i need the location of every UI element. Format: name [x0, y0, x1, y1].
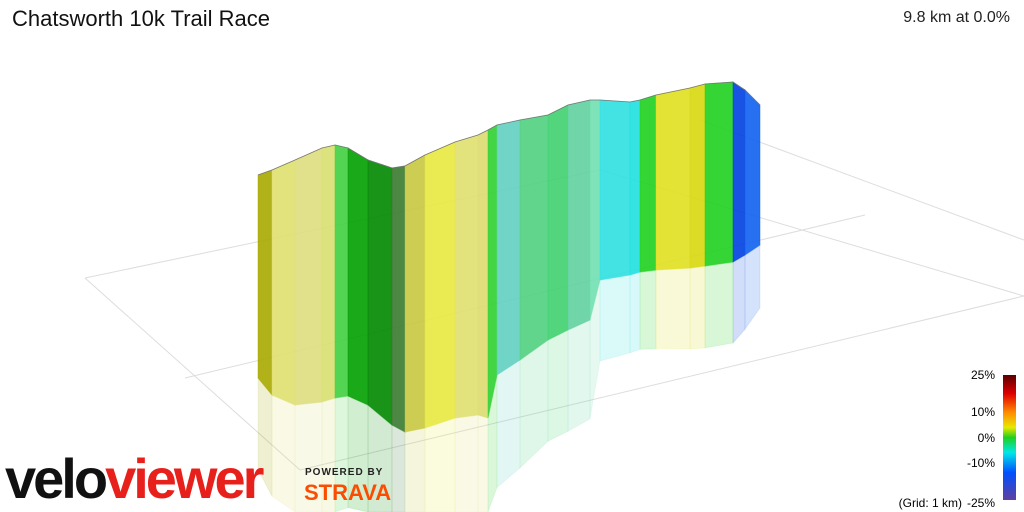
- route-stat: 9.8 km at 0.0%: [903, 9, 1010, 26]
- powered-by: POWERED BY: [305, 467, 384, 478]
- grid-note: (Grid: 1 km): [898, 496, 962, 510]
- ribbon-reflection: [732, 254, 746, 345]
- ribbon-segment: [367, 159, 393, 427]
- ribbon-reflection: [547, 329, 569, 443]
- ribbon-segment: [704, 81, 734, 267]
- ribbon-segment: [589, 99, 601, 321]
- ribbon-segment: [347, 147, 369, 406]
- ribbon-segment: [732, 81, 746, 263]
- ribbon-reflection: [639, 269, 657, 350]
- ribbon-segment: [391, 165, 406, 433]
- ribbon-reflection: [589, 279, 601, 420]
- ribbon-segment: [477, 129, 489, 419]
- ribbon-segment: [599, 99, 631, 281]
- ribbon-segment: [294, 147, 323, 406]
- ribbon-reflection: [487, 374, 498, 512]
- ribbon-segment: [547, 104, 569, 341]
- ribbon-reflection: [689, 265, 706, 350]
- ribbon-reflection: [655, 267, 691, 350]
- ribbon-segment: [271, 159, 296, 406]
- ribbon-reflection: [454, 414, 479, 512]
- legend-label: 25%: [970, 368, 995, 382]
- logo: veloviewer: [5, 446, 264, 511]
- ribbon-reflection: [496, 359, 521, 489]
- ribbon-segment: [655, 87, 691, 271]
- ribbon-reflection: [477, 414, 489, 512]
- logo-text: veloviewer: [5, 447, 264, 510]
- ribbon-segment: [744, 88, 761, 256]
- ribbon-reflection: [391, 424, 406, 512]
- elevation-ribbon: [257, 81, 761, 512]
- ribbon-segment: [404, 154, 426, 433]
- legend-label: 10%: [970, 405, 995, 419]
- legend-label: -25%: [966, 496, 995, 510]
- ribbon-segment: [689, 83, 706, 269]
- ribbon-segment: [257, 169, 273, 397]
- ribbon-segment: [487, 124, 498, 419]
- ribbon-segment: [639, 94, 657, 273]
- ribbon-reflection: [424, 417, 456, 512]
- ribbon-segment: [567, 99, 591, 331]
- ribbon-reflection: [567, 319, 591, 433]
- ribbon-segment: [454, 134, 479, 419]
- ribbon-segment: [496, 119, 521, 376]
- ribbon-reflection: [744, 244, 761, 331]
- ribbon-reflection: [704, 261, 734, 349]
- ribbon-reflection: [629, 271, 641, 354]
- gradient-colorbar: [1003, 375, 1016, 500]
- ribbon-reflection: [519, 339, 549, 470]
- ribbon-segment: [321, 144, 336, 403]
- ribbon-segment: [424, 141, 456, 429]
- ribbon-segment: [519, 114, 549, 361]
- ribbon-segment: [629, 99, 641, 276]
- ribbon-reflection: [599, 274, 631, 362]
- ribbon-reflection: [367, 403, 393, 512]
- ribbon-reflection: [404, 427, 426, 512]
- logo-part: viewer: [105, 447, 264, 510]
- logo-part: velo: [5, 447, 108, 510]
- legend-label: -10%: [966, 456, 995, 470]
- ribbon-reflection: [271, 394, 296, 512]
- legend-label: 0%: [977, 431, 995, 445]
- ribbon-edge: [257, 81, 761, 176]
- partner-logo: STRAVA: [304, 480, 392, 505]
- ribbon-segment: [334, 144, 349, 399]
- title: Chatsworth 10k Trail Race: [12, 6, 270, 31]
